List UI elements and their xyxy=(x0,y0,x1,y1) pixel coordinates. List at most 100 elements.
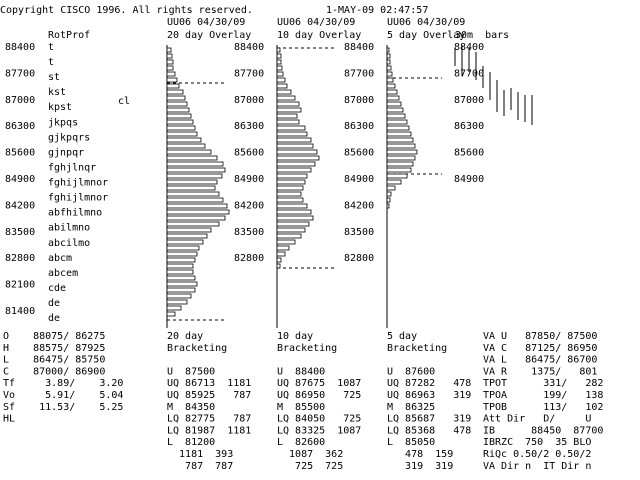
panel-price-label: 84900 xyxy=(234,174,264,185)
panel-contract: UU06 04/30/09 xyxy=(387,17,465,28)
tpo-bar xyxy=(166,293,192,299)
panel-stat: L 85050 xyxy=(387,437,435,448)
tpo-bar xyxy=(386,65,392,71)
tpo-bar xyxy=(166,173,223,179)
tpo-bar xyxy=(166,269,194,275)
tpo-bar xyxy=(386,83,396,89)
summary-right: RiQc 0.50/2 0.50/2 xyxy=(483,449,591,460)
rotation-row: gjkpqrs xyxy=(48,132,90,143)
rotation-row: kst xyxy=(48,87,66,98)
tpo-bar xyxy=(276,65,283,71)
summary-right: TPOB 113/ 102 xyxy=(483,402,603,413)
price-label: 88400 xyxy=(5,42,35,53)
tpo-bar xyxy=(166,263,194,269)
tpo-bar xyxy=(276,149,318,155)
tpo-bar xyxy=(166,113,192,119)
panel-title: 20 day Overlay xyxy=(167,30,251,41)
panel-stat: U 88400 xyxy=(277,366,325,377)
datetime: 1-MAY-09 02:47:57 xyxy=(326,5,428,16)
tpo-bar xyxy=(166,53,173,59)
tpo-bar xyxy=(276,95,296,101)
tpo-bar xyxy=(386,131,412,137)
tpo-bar xyxy=(166,65,174,71)
tpo-bar xyxy=(276,203,308,209)
tpo-bar xyxy=(386,203,390,209)
tpo-bar xyxy=(386,143,416,149)
panel-stat: 787 787 xyxy=(167,461,233,472)
panel-stat: LQ 84050 725 xyxy=(277,414,361,425)
panel-stat: UQ 87675 1087 xyxy=(277,378,361,389)
tpo-bar xyxy=(276,53,282,59)
tpo-bar xyxy=(276,137,312,143)
panel-title: 5 day Overlay xyxy=(387,30,465,41)
tpo-bar xyxy=(276,209,312,215)
tpo-bar xyxy=(386,119,408,125)
tpo-bar xyxy=(386,89,398,95)
panel-price-label: 88400 xyxy=(454,42,484,53)
panel-stat: M 86325 xyxy=(387,402,435,413)
rotation-row: jkpqs xyxy=(48,117,78,128)
summary-right: VA C 87125/ 86950 xyxy=(483,343,597,354)
tpo-bar xyxy=(276,77,286,83)
summary-right: Att Dir D/ U xyxy=(483,414,591,425)
price-label: 84900 xyxy=(5,174,35,185)
panel-stat: Bracketing xyxy=(387,343,447,354)
tpo-bar xyxy=(166,95,186,101)
summary-right: IB 88450 87700 xyxy=(483,425,603,436)
rotation-row: st xyxy=(48,72,60,83)
rotprof-title: RotProf xyxy=(48,30,90,41)
panel-stat: 319 319 xyxy=(387,461,453,472)
tpo-bar xyxy=(276,167,312,173)
summary-left: Tf 3.89/ 3.20 xyxy=(3,378,123,389)
panel-stat: 10 day xyxy=(277,331,313,342)
tpo-bar xyxy=(276,239,296,245)
rotation-row: abilmno xyxy=(48,223,90,234)
tpo-bar xyxy=(386,125,410,131)
panel-stat: UQ 85925 787 xyxy=(167,390,251,401)
panel-price-label: 87000 xyxy=(234,95,264,106)
panel-stat: 1087 362 xyxy=(277,449,343,460)
tpo-bar xyxy=(276,89,292,95)
tpo-bar xyxy=(166,185,216,191)
tpo-bar xyxy=(166,149,212,155)
panel-stat: UQ 86713 1181 xyxy=(167,378,251,389)
tpo-bar xyxy=(166,281,198,287)
tpo-bar xyxy=(166,155,218,161)
tpo-bar xyxy=(166,245,200,251)
summary-left: O 88075/ 86275 xyxy=(3,331,105,342)
rotation-row: t xyxy=(48,57,54,68)
tpo-bar xyxy=(386,179,402,185)
panel-price-label: 85600 xyxy=(344,148,374,159)
panel-price-label: 84900 xyxy=(344,174,374,185)
panel-contract: UU06 04/30/09 xyxy=(167,17,245,28)
tpo-bar xyxy=(166,305,182,311)
price-label: 84200 xyxy=(5,200,35,211)
rotation-row: abfhilmno xyxy=(48,208,102,219)
panel-price-label: 85600 xyxy=(454,148,484,159)
tpo-bar xyxy=(166,119,194,125)
tpo-bar xyxy=(386,155,416,161)
tpo-bar xyxy=(386,185,396,191)
summary-left: Vo 5.91/ 5.04 xyxy=(3,390,123,401)
tpo-bar xyxy=(276,119,300,125)
tpo-bar xyxy=(386,197,391,203)
tpo-bar xyxy=(166,227,212,233)
panel-stat: 5 day xyxy=(387,331,417,342)
tpo-bar xyxy=(276,59,282,65)
tpo-bar xyxy=(386,47,390,53)
panel-price-label: 83500 xyxy=(344,227,374,238)
tpo-bar xyxy=(166,215,226,221)
summary-right: TPOA 199/ 138 xyxy=(483,390,603,401)
tpo-bar xyxy=(386,95,400,101)
panel-stat: UQ 87282 478 xyxy=(387,378,471,389)
tpo-bar xyxy=(276,233,302,239)
tpo-bar xyxy=(386,53,391,59)
tpo-bar xyxy=(166,143,206,149)
tpo-bar xyxy=(166,191,220,197)
panel-stat: UQ 86963 319 xyxy=(387,390,471,401)
tpo-bar xyxy=(386,71,393,77)
tpo-bar xyxy=(166,167,226,173)
tpo-bar xyxy=(166,221,220,227)
tpo-bar xyxy=(276,71,284,77)
